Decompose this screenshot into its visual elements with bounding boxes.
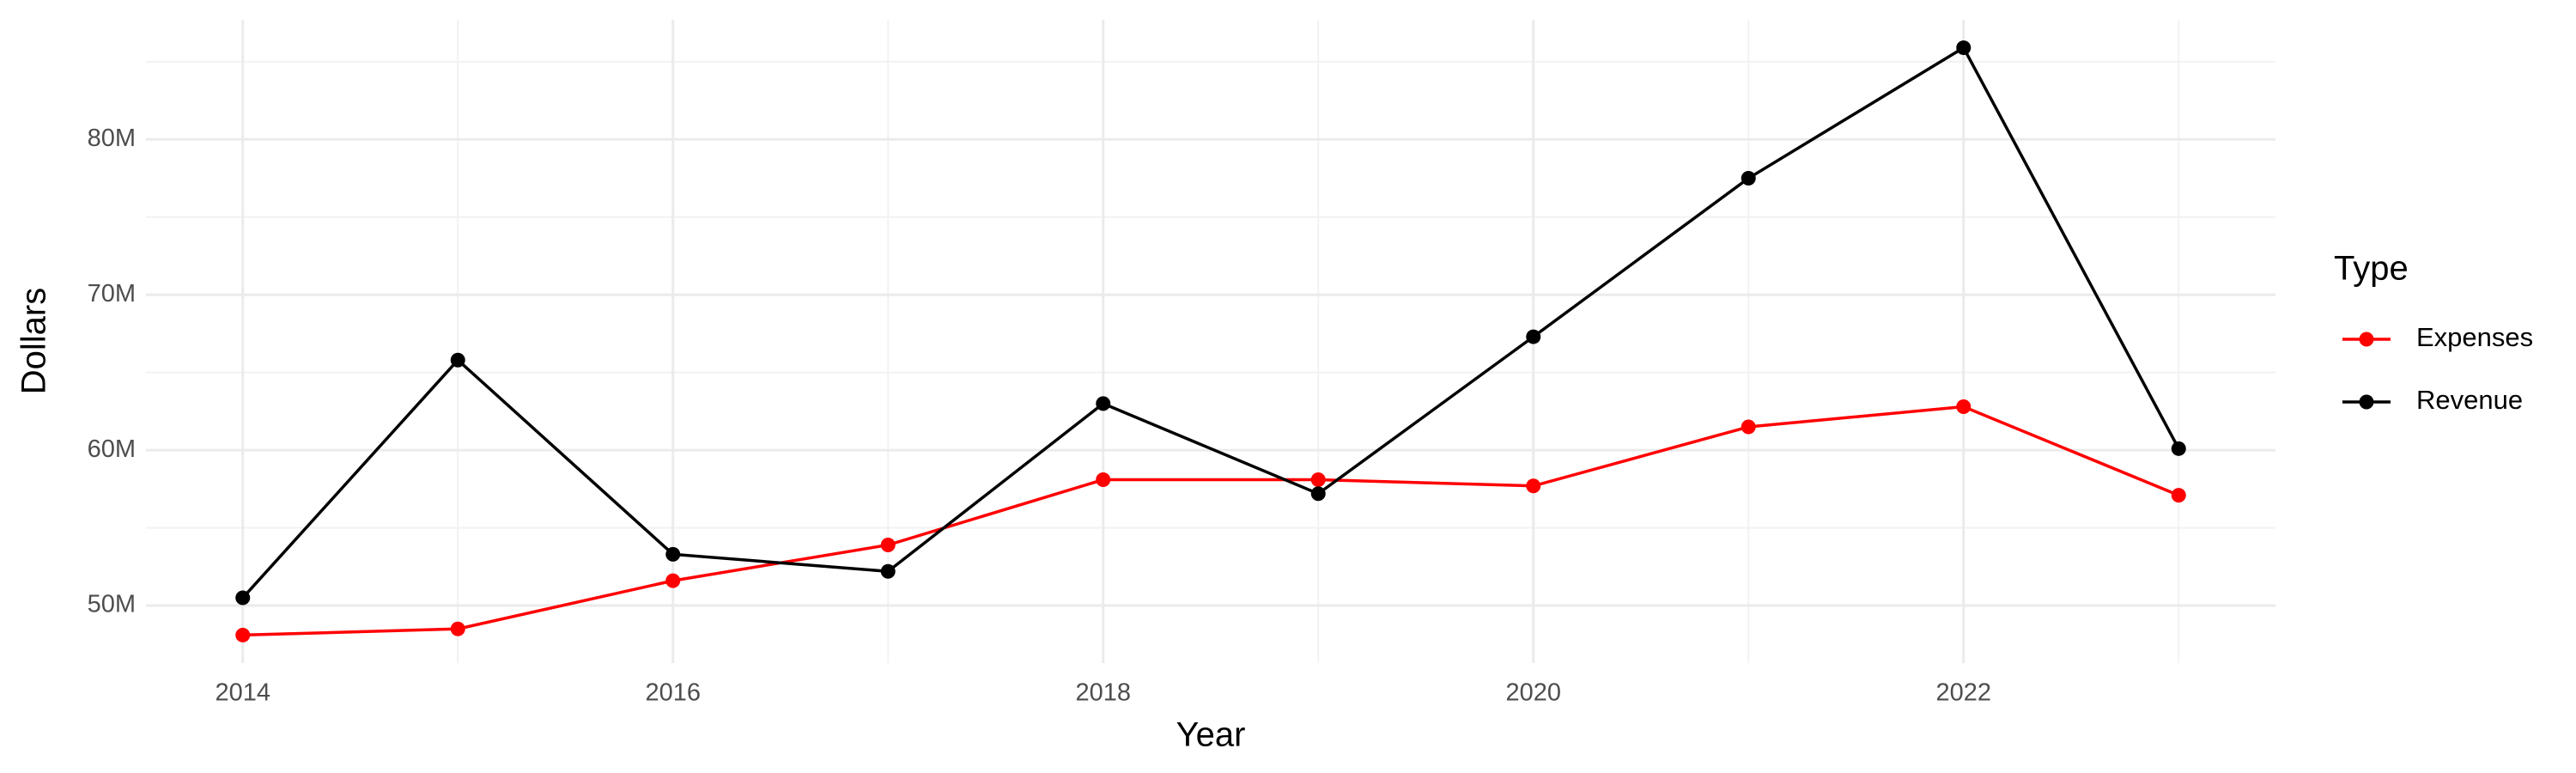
y-tick-label: 50M xyxy=(88,591,136,618)
y-axis-title: Dollars xyxy=(15,288,53,394)
point xyxy=(665,573,681,588)
point xyxy=(1096,396,1111,411)
point xyxy=(450,352,465,368)
series-line xyxy=(242,405,2179,637)
series-line xyxy=(241,46,2180,600)
y-tick-label: 70M xyxy=(88,280,136,307)
legend-key-point xyxy=(2359,394,2374,410)
point xyxy=(1741,419,1756,435)
point xyxy=(1310,486,1326,502)
point xyxy=(1310,472,1326,488)
legend-title: Type xyxy=(2334,250,2409,288)
point xyxy=(235,590,251,606)
point xyxy=(1956,40,1971,56)
point xyxy=(880,538,896,553)
x-axis-title: Year xyxy=(1176,716,1246,754)
point xyxy=(1526,478,1541,494)
point xyxy=(2171,488,2186,503)
point xyxy=(1956,399,1971,414)
legend-label: Revenue xyxy=(2416,385,2523,415)
y-tick-label: 80M xyxy=(88,125,136,152)
point xyxy=(450,621,465,636)
point xyxy=(2171,441,2186,456)
x-tick-label: 2014 xyxy=(215,679,270,707)
x-tick-label: 2020 xyxy=(1505,679,1561,707)
legend-label: Expenses xyxy=(2416,322,2533,352)
x-tick-label: 2022 xyxy=(1936,679,1992,707)
x-tick-label: 2016 xyxy=(645,679,701,707)
x-tick-label: 2018 xyxy=(1075,679,1131,707)
point xyxy=(665,546,681,562)
point xyxy=(880,563,896,579)
point xyxy=(1741,171,1756,186)
legend-key-point xyxy=(2359,332,2374,347)
point xyxy=(1526,329,1541,344)
point xyxy=(235,627,251,642)
y-tick-label: 60M xyxy=(88,435,136,463)
point xyxy=(1096,472,1111,488)
